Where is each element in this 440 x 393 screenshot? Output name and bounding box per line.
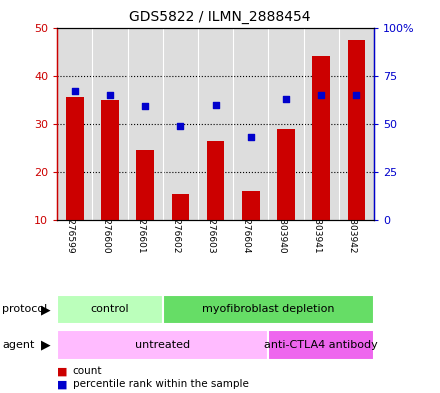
- Point: [142, 103, 149, 110]
- Bar: [66, 97, 84, 220]
- Text: GSM1303940: GSM1303940: [277, 193, 286, 254]
- Point: [71, 88, 78, 94]
- Text: GSM1276600: GSM1276600: [101, 193, 110, 254]
- Point: [353, 92, 360, 98]
- Text: ■: ■: [57, 379, 68, 389]
- Point: [212, 101, 219, 108]
- Bar: [136, 150, 154, 220]
- Bar: [268, 330, 374, 360]
- Point: [318, 92, 325, 98]
- Text: ■: ■: [57, 366, 68, 376]
- Text: agent: agent: [2, 340, 35, 350]
- Bar: [172, 194, 189, 220]
- Text: GSM1276601: GSM1276601: [136, 193, 145, 254]
- Text: myofibroblast depletion: myofibroblast depletion: [202, 305, 335, 314]
- Bar: [163, 295, 374, 324]
- Bar: [101, 100, 119, 220]
- Text: untreated: untreated: [135, 340, 191, 350]
- Text: protocol: protocol: [2, 305, 48, 314]
- Bar: [57, 330, 268, 360]
- Text: ▶: ▶: [41, 338, 51, 351]
- Text: count: count: [73, 366, 102, 376]
- Point: [282, 95, 290, 102]
- Text: percentile rank within the sample: percentile rank within the sample: [73, 379, 249, 389]
- Text: GSM1276603: GSM1276603: [207, 193, 216, 254]
- Bar: [277, 129, 295, 220]
- Bar: [312, 56, 330, 220]
- Point: [177, 123, 184, 129]
- Text: GSM1303941: GSM1303941: [312, 193, 321, 254]
- Bar: [348, 40, 365, 220]
- Text: GSM1276602: GSM1276602: [172, 193, 180, 254]
- Text: GSM1303942: GSM1303942: [348, 193, 356, 254]
- Text: GSM1276599: GSM1276599: [66, 193, 75, 254]
- Text: control: control: [91, 305, 129, 314]
- Text: GDS5822 / ILMN_2888454: GDS5822 / ILMN_2888454: [129, 10, 311, 24]
- Text: GSM1276604: GSM1276604: [242, 193, 251, 254]
- Bar: [57, 295, 163, 324]
- Point: [247, 134, 254, 140]
- Point: [106, 92, 114, 98]
- Bar: [242, 191, 260, 220]
- Text: anti-CTLA4 antibody: anti-CTLA4 antibody: [264, 340, 378, 350]
- Text: ▶: ▶: [41, 303, 51, 316]
- Bar: [207, 141, 224, 220]
